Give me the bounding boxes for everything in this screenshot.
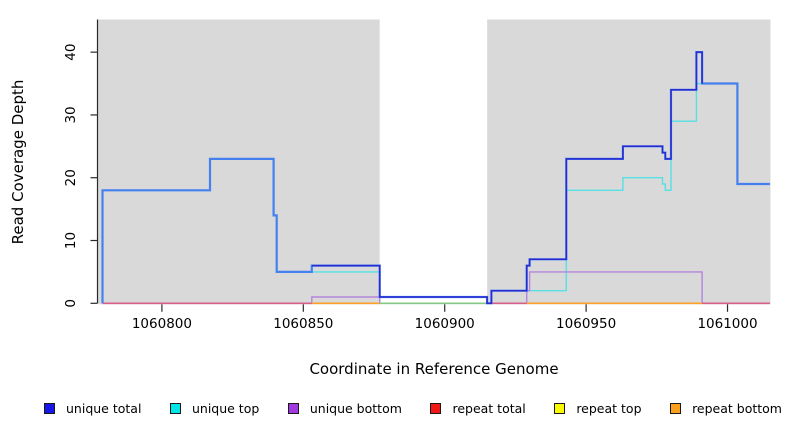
y-tick-label: 20 [63, 169, 79, 186]
legend-swatch [430, 402, 442, 414]
x-tick-label: 1060800 [132, 316, 192, 332]
uncovered-region-band [379, 19, 488, 305]
legend-item-unique-bottom: unique bottom [287, 400, 402, 416]
legend-label: unique top [191, 400, 260, 416]
legend-swatch [670, 402, 682, 414]
legend-label: repeat bottom [692, 400, 782, 416]
legend-item-unique-top: unique top [169, 400, 260, 416]
legend-item-repeat-top: repeat top [554, 400, 642, 416]
legend-label: repeat total [452, 400, 526, 416]
legend-label: repeat top [576, 400, 642, 416]
x-tick-label: 1060900 [415, 316, 475, 332]
x-axis-title: Coordinate in Reference Genome [309, 360, 559, 378]
chart-legend: unique total unique top unique bottom repea… [44, 399, 782, 417]
legend-item-repeat-total: repeat total [430, 400, 526, 416]
legend-item-unique-total: unique total [44, 401, 141, 416]
y-tick-label: 10 [63, 232, 79, 249]
legend-label: unique total [66, 400, 142, 416]
x-tick-label: 1060950 [556, 316, 616, 332]
y-tick-label: 30 [63, 106, 79, 123]
series-unique-total [311, 51, 703, 305]
x-tick-label: 1060850 [273, 316, 333, 332]
legend-item-repeat-bottom: repeat bottom [670, 401, 782, 416]
series-unique-bottom [102, 271, 770, 304]
y-tick-label: 0 [63, 299, 79, 308]
legend-swatch [44, 402, 55, 414]
legend-swatch [554, 402, 566, 414]
y-axis-title: Read Coverage Depth [9, 79, 27, 245]
y-tick-label: 40 [63, 44, 79, 61]
legend-swatch [169, 402, 181, 414]
legend-swatch [287, 402, 299, 414]
x-tick-label: 1061000 [697, 316, 757, 332]
legend-label: unique bottom [309, 400, 402, 416]
